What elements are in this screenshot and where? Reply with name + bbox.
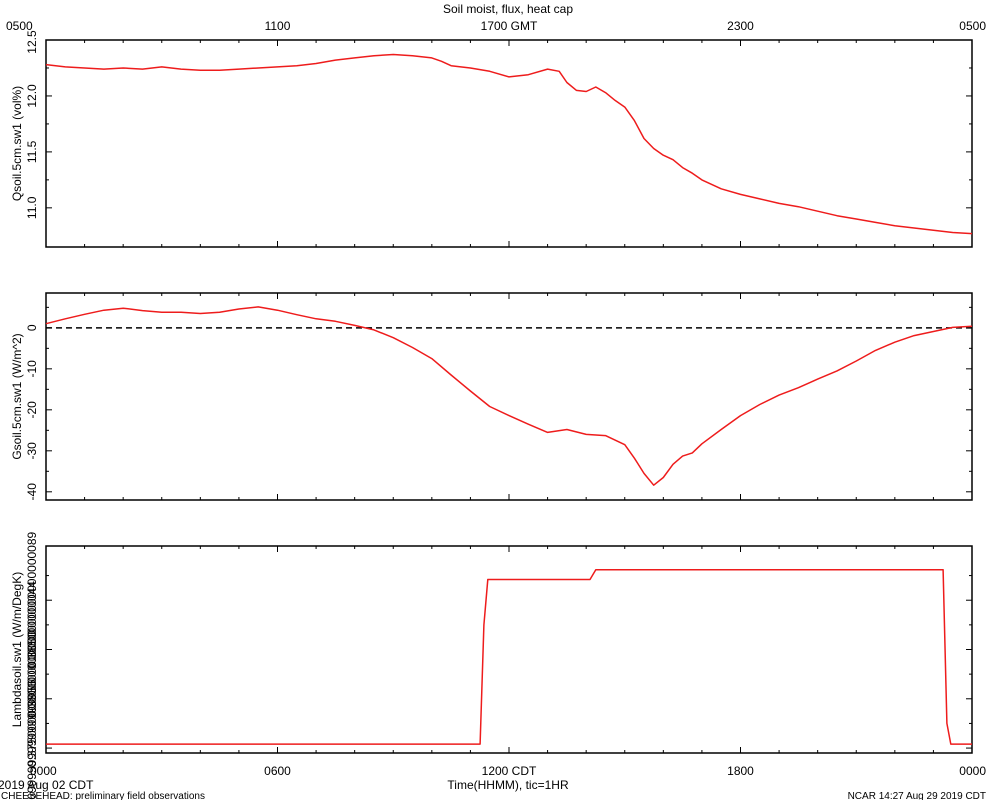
y-tick-label: 12.5: [25, 30, 39, 54]
y-tick-label: 11.5: [25, 140, 39, 163]
top-tick-label: 0500: [6, 19, 33, 33]
bottom-axis-label: Time(HHMM), tic=1HR: [447, 778, 569, 792]
y-tick-label: -40: [25, 483, 39, 501]
bottom-tick-label: 0600: [264, 764, 291, 778]
series-line-3: [46, 568, 972, 745]
y-tick-label: 0.3800000000000000044: [25, 581, 39, 718]
footer-note-right: NCAR 14:27 Aug 29 2019 CDT: [848, 791, 986, 800]
top-tick-label: 1100: [265, 19, 291, 33]
y-tick-label: 11.0: [25, 196, 39, 219]
y-tick-label: 12.0: [25, 84, 39, 108]
y-axis-label: Lambdasoil.sw1 (W/m/DegK): [10, 572, 24, 727]
top-tick-label: 1700 GMT: [481, 19, 538, 33]
top-tick-label: 2300: [727, 19, 754, 33]
y-tick-label: 0.3750000000000000000: [25, 630, 39, 767]
panel-3: 0.36999999999999999560.37500000000000000…: [10, 531, 986, 800]
y-tick-label: -10: [25, 360, 39, 378]
y-axis-label: Gsoil.5cm.sw1 (W/m^2): [10, 333, 24, 459]
panels: 11.0 11.5 12.0 12.5 Qsoil.5cm.sw1 (vol%) 0500…: [6, 19, 986, 800]
footer-date: 2019 Aug 02 CDT: [0, 778, 94, 792]
bottom-tick-label: 0000: [30, 764, 57, 778]
y-tick-label: -30: [25, 442, 39, 460]
bottom-tick-label: 0000: [959, 764, 986, 778]
y-axis-label: Qsoil.5cm.sw1 (vol%): [10, 86, 24, 201]
top-tick-label: 0500: [959, 19, 986, 33]
plot-frame: [45, 545, 973, 754]
bottom-tick-label: 1800: [727, 764, 754, 778]
series-line-2: [45, 306, 973, 486]
plot-frame: [45, 292, 973, 501]
footer-note-left: CHEESEHEAD: preliminary field observatio…: [1, 791, 205, 800]
plot-frame: [45, 39, 973, 248]
series-line-1: [45, 53, 973, 235]
bottom-tick-label: 1200 CDT: [482, 764, 537, 778]
y-tick-label: 0: [25, 324, 39, 331]
chart-title: Soil moist, flux, heat cap: [443, 2, 573, 16]
y-tick-label: -20: [25, 401, 39, 419]
y-tick-label: 0.3699999999999999956: [25, 679, 39, 800]
y-tick-label: 0.3850000000000000089: [25, 531, 39, 668]
panel-1: 11.0 11.5 12.0 12.5 Qsoil.5cm.sw1 (vol%) 0500…: [6, 19, 986, 248]
